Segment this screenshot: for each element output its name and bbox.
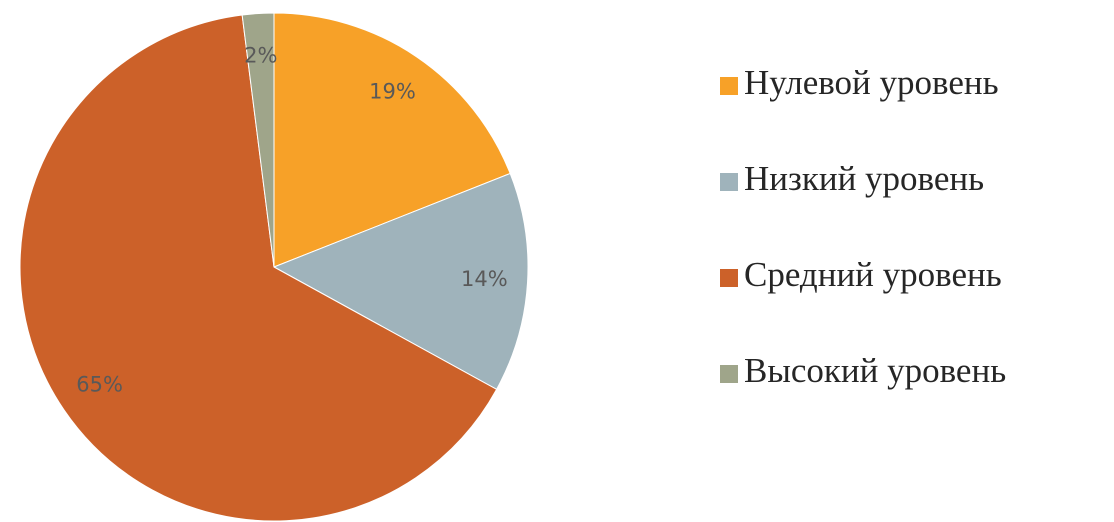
pie-slice <box>241 12 275 268</box>
data-label: 2% <box>244 44 277 68</box>
legend-label: Высокий уровень <box>744 351 1006 390</box>
legend-swatch <box>720 365 738 383</box>
legend-label: Средний уровень <box>744 255 1002 294</box>
pie-slice <box>19 14 498 522</box>
legend-swatch <box>720 77 738 95</box>
data-label: 19% <box>369 80 416 104</box>
pie-slice <box>273 12 511 268</box>
legend-label: Низкий уровень <box>744 159 984 198</box>
pie-slice <box>272 172 529 391</box>
legend-label: Нулевой уровень <box>744 63 999 102</box>
legend-swatch <box>720 269 738 287</box>
data-label: 65% <box>76 372 123 396</box>
legend-swatch <box>720 173 738 191</box>
data-label: 14% <box>461 267 508 291</box>
